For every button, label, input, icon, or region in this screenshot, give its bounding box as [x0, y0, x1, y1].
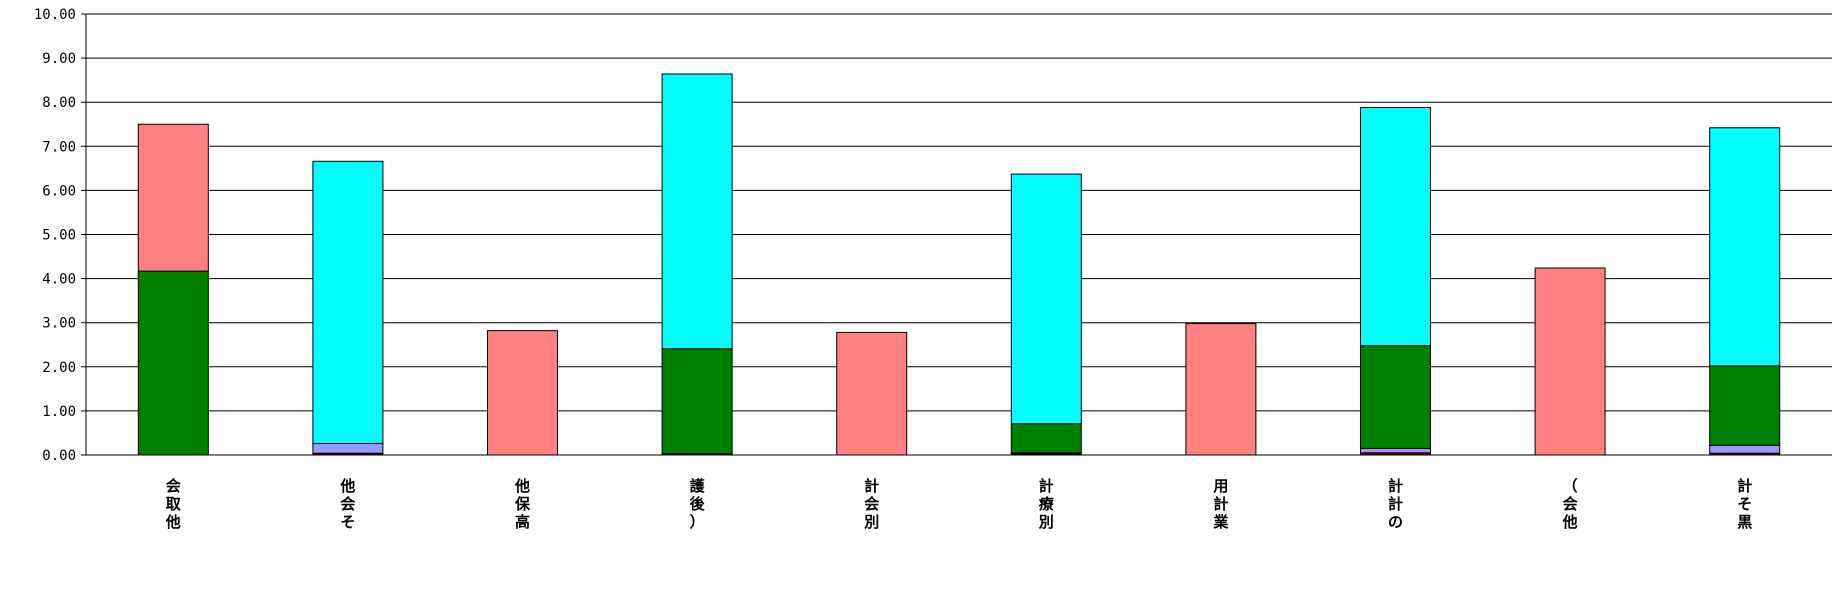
bar-segment: [1535, 268, 1605, 455]
y-tick-label: 3.00: [42, 316, 76, 332]
bar-segment: [1710, 128, 1780, 366]
bar-segment: [1361, 107, 1431, 345]
y-tick-label: 8.00: [42, 95, 76, 111]
bar-segment: [313, 161, 383, 443]
x-category-label-char: 会: [166, 477, 181, 495]
x-category-label-char: 計: [1737, 477, 1752, 495]
y-tick-label: 0.00: [42, 448, 76, 464]
x-category-label-char: そ: [1737, 495, 1752, 513]
x-category-label-char: 高: [515, 513, 530, 531]
x-category-label-char: の: [1388, 513, 1403, 531]
bar-segment: [1186, 324, 1256, 455]
bar-segment: [138, 271, 208, 455]
x-category-label-char: 取: [166, 495, 182, 513]
y-tick-label: 10.00: [34, 7, 76, 23]
x-category-label-char: 他: [165, 513, 181, 531]
x-category-label-char: （: [1563, 477, 1578, 495]
bar-segment: [138, 124, 208, 271]
x-category-label-char: 黒: [1737, 513, 1752, 531]
x-category-label-char: 計: [864, 477, 879, 495]
y-tick-label: 2.00: [42, 360, 76, 376]
x-category-label-char: 計: [1039, 477, 1054, 495]
x-category-label-char: そ: [340, 513, 355, 531]
x-category-label-char: 別: [863, 513, 879, 531]
x-category-label-char: 他: [514, 477, 530, 495]
x-category-label-char: 療: [1039, 495, 1055, 513]
bar-segment: [488, 331, 558, 455]
bar-segment: [662, 74, 732, 349]
y-tick-label: 1.00: [42, 404, 76, 420]
bar-segment: [1011, 174, 1081, 424]
x-category-label-char: 護: [690, 477, 706, 495]
x-category-label-char: 計: [1388, 495, 1403, 513]
bar-segment: [837, 332, 907, 455]
x-category-label-char: 後: [689, 495, 706, 513]
x-category-label-char: 別: [1038, 513, 1054, 531]
x-category-label-char: 会: [1563, 495, 1578, 513]
y-tick-label: 5.00: [42, 228, 76, 244]
x-category-label-char: 会: [864, 495, 879, 513]
y-tick-label: 9.00: [42, 51, 76, 67]
x-category-label-char: 計: [1213, 495, 1228, 513]
x-category-label-char: 計: [1388, 477, 1403, 495]
y-tick-label: 6.00: [42, 183, 76, 199]
bar-segment: [1710, 445, 1780, 453]
x-category-label-char: ）: [690, 513, 705, 531]
y-tick-label: 4.00: [42, 272, 76, 288]
bar-segment: [1011, 424, 1081, 453]
x-category-label-char: 他: [1562, 513, 1578, 531]
x-category-label-char: 会: [340, 495, 355, 513]
x-category-label-char: 用: [1213, 477, 1228, 495]
x-category-label-char: 業: [1212, 513, 1229, 531]
bar-segment: [313, 444, 383, 454]
bar-segment: [662, 349, 732, 454]
x-category-label-char: 他: [339, 477, 355, 495]
x-category-label-char: 保: [514, 495, 531, 513]
bar-segment: [1710, 366, 1780, 445]
y-tick-label: 7.00: [42, 139, 76, 155]
bar-segment: [1361, 448, 1431, 452]
bar-segment: [1361, 346, 1431, 449]
